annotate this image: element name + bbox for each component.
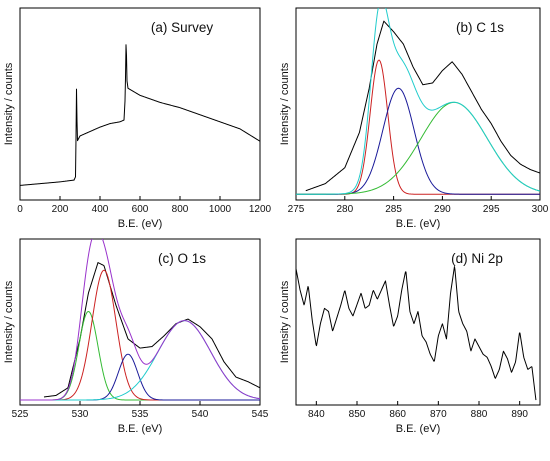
x-tick-label: 535 <box>132 409 149 420</box>
x-tick-label: 890 <box>511 409 528 420</box>
x-tick-label: 1000 <box>209 204 232 215</box>
x-tick-label: 1200 <box>249 204 272 215</box>
fit-component-line <box>296 101 540 195</box>
measured-spectrum-line <box>43 262 260 398</box>
x-tick-label: 285 <box>385 204 402 215</box>
plot-frame <box>295 238 541 406</box>
x-tick-label: 300 <box>532 204 549 215</box>
x-tick-label: 275 <box>288 204 305 215</box>
x-tick-label: 545 <box>252 409 269 420</box>
x-tick-label: 525 <box>12 409 29 420</box>
x-tick-label: 860 <box>389 409 406 420</box>
plot-frame <box>295 7 541 201</box>
panel-title: (c) O 1s <box>158 251 206 266</box>
measured-spectrum-line <box>305 20 540 192</box>
x-tick-label: 880 <box>471 409 488 420</box>
x-tick-label: 280 <box>336 204 353 215</box>
panel-1: 0 200 400 600 800 1000 1200 B.E. (eV) Intensity … <box>3 7 272 230</box>
plot-frame <box>19 7 261 201</box>
fit-component-line <box>20 311 260 401</box>
x-tick-label: 840 <box>308 409 325 420</box>
x-tick-label: 530 <box>72 409 89 420</box>
y-axis-label: Intensity / counts <box>3 280 15 363</box>
fit-component-line <box>20 320 260 401</box>
x-tick-label: 290 <box>434 204 451 215</box>
x-tick-label: 0 <box>17 204 23 215</box>
y-axis-label: Intensity / counts <box>279 62 291 145</box>
x-tick-label: 400 <box>92 204 109 215</box>
x-tick-label: 870 <box>430 409 447 420</box>
fit-envelope-line <box>296 8 540 195</box>
y-axis-label: Intensity / counts <box>279 280 291 363</box>
x-tick-label: 850 <box>349 409 366 420</box>
panel-title: (b) C 1s <box>456 20 504 35</box>
x-axis-label: B.E. (eV) <box>396 423 441 435</box>
panel-2: 275 280 285 290 295 300 B.E. (eV) Intensity / c… <box>279 7 549 230</box>
panel-4: 840 850 860 870 880 890 B.E. (eV) Intensity / c… <box>279 238 541 435</box>
panel-title: (a) Survey <box>151 20 214 35</box>
x-tick-label: 540 <box>192 409 209 420</box>
x-tick-label: 200 <box>52 204 69 215</box>
fit-component-line <box>296 59 540 195</box>
x-tick-label: 800 <box>172 204 189 215</box>
fit-component-line <box>296 87 540 195</box>
x-axis-label: B.E. (eV) <box>118 423 163 435</box>
y-axis-label: Intensity / counts <box>3 62 15 145</box>
measured-spectrum-line <box>296 266 537 401</box>
measured-spectrum-line <box>20 44 260 186</box>
x-axis-label: B.E. (eV) <box>396 218 441 230</box>
x-tick-label: 295 <box>483 204 500 215</box>
x-axis-label: B.E. (eV) <box>118 218 163 230</box>
panel-3: 525 530 535 540 545 B.E. (eV) Intensity / coun… <box>3 238 269 435</box>
panel-title: (d) Ni 2p <box>451 251 503 266</box>
x-tick-label: 600 <box>132 204 149 215</box>
fit-envelope-line <box>20 239 260 401</box>
